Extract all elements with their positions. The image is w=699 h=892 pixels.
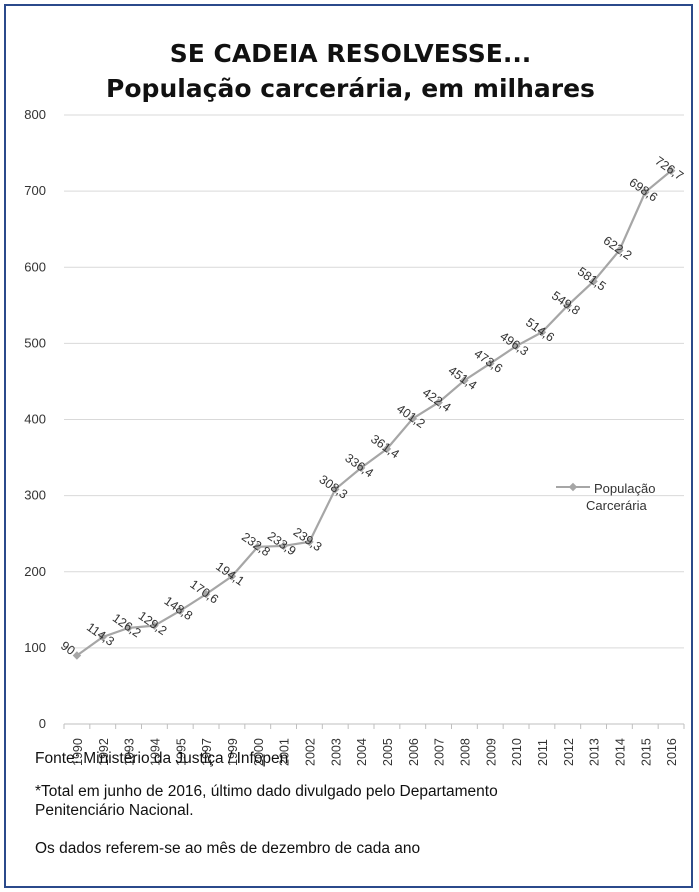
x-tick-label: 2008 <box>458 738 472 766</box>
gridlines <box>64 114 684 649</box>
y-tick-label: 800 <box>24 107 46 122</box>
data-point <box>356 463 366 473</box>
data-label: 114,3 <box>84 620 117 649</box>
data-point <box>382 444 392 454</box>
chart-frame: SE CADEIA RESOLVESSE... População carcer… <box>4 4 693 888</box>
x-tick-label: 2000 <box>252 738 266 766</box>
source-note: Fonte: Ministério da Justiça / Infopen <box>35 750 289 767</box>
data-label: 401,2 <box>394 402 428 431</box>
y-tick-label: 200 <box>24 564 46 579</box>
data-label: 698,6 <box>627 175 661 204</box>
footnote-line-2: Penitenciário Nacional. <box>35 802 194 819</box>
data-label: 451,4 <box>446 363 480 392</box>
y-axis: 0 100 200 300 400 500 600 700 800 <box>24 107 46 731</box>
footnote-line-1: *Total em junho de 2016, último dado div… <box>35 783 498 800</box>
legend: População Carcerária <box>556 481 655 513</box>
y-tick-label: 500 <box>24 335 46 350</box>
y-tick-label: 100 <box>24 640 46 655</box>
x-tick-label: 2010 <box>510 738 524 766</box>
x-tick-label: 2011 <box>536 739 550 766</box>
data-point <box>511 341 521 351</box>
x-tick-label: 2009 <box>484 738 498 766</box>
legend-label-line1: População <box>594 481 655 496</box>
x-tick-label: 2004 <box>355 738 369 766</box>
x-tick-label: 2001 <box>278 738 292 766</box>
x-tick-label: 2005 <box>381 738 395 766</box>
data-label: 308,3 <box>317 472 351 501</box>
data-point <box>486 359 495 368</box>
chart-title: SE CADEIA RESOLVESSE... <box>169 39 532 68</box>
data-label: 90 <box>58 638 77 657</box>
data-point <box>408 414 417 423</box>
chart-subtitle: População carcerária, em milhares <box>106 74 595 103</box>
x-axis: 1990 1992 1993 1994 1995 1997 1999 2000 2001 2002… <box>63 723 685 766</box>
x-tick-label: 2012 <box>562 738 576 766</box>
x-tick-label: 2002 <box>303 738 317 766</box>
y-tick-label: 600 <box>24 259 46 274</box>
y-tick-label: 700 <box>24 183 46 198</box>
december-note: Os dados referem-se ao mês de dezembro d… <box>35 840 421 857</box>
data-point <box>434 398 443 407</box>
x-tick-label: 1993 <box>123 738 137 766</box>
data-point <box>279 541 288 551</box>
data-point <box>563 301 572 310</box>
data-point <box>331 485 340 494</box>
x-tick-label: 2014 <box>613 738 627 766</box>
y-tick-label: 300 <box>24 488 46 503</box>
data-labels: 90 114,3126,2129,2148,8170,6194,1232,8233… <box>58 154 686 658</box>
x-tick-label: 1992 <box>97 738 111 766</box>
x-tick-label: 2013 <box>588 738 602 766</box>
x-tick-label: 2016 <box>665 738 679 766</box>
x-tick-label: 1990 <box>71 738 85 766</box>
x-tick-label: 2003 <box>329 738 343 766</box>
data-point <box>460 376 469 385</box>
x-tick-label: 1997 <box>200 738 214 766</box>
x-tick-label: 2007 <box>433 738 447 766</box>
x-tick-label: 1999 <box>226 738 240 766</box>
data-label: 726,7 <box>652 154 686 183</box>
x-tick-label: 1995 <box>174 738 188 766</box>
data-point <box>537 328 547 337</box>
series-populacao <box>72 166 676 660</box>
data-point <box>589 277 598 286</box>
series-line <box>76 169 672 657</box>
data-label: 622,2 <box>601 233 635 262</box>
x-tick-label: 2015 <box>639 738 653 766</box>
data-label: 336,4 <box>342 451 376 480</box>
legend-marker <box>568 482 578 492</box>
x-tick-label: 2006 <box>407 738 421 766</box>
data-label: 549,8 <box>549 288 583 317</box>
data-point <box>305 537 314 547</box>
data-label: 129,2 <box>136 609 170 638</box>
data-label: 232,8 <box>239 530 273 559</box>
y-tick-label: 400 <box>24 412 46 427</box>
legend-label-line2: Carcerária <box>586 498 647 513</box>
x-tick-label: 1994 <box>148 738 162 766</box>
y-tick-label: 0 <box>39 716 46 731</box>
footnote: *Total em junho de 2016, último dado div… <box>35 782 675 820</box>
